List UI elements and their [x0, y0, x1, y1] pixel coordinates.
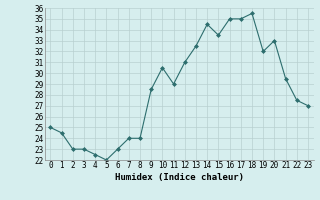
- X-axis label: Humidex (Indice chaleur): Humidex (Indice chaleur): [115, 173, 244, 182]
